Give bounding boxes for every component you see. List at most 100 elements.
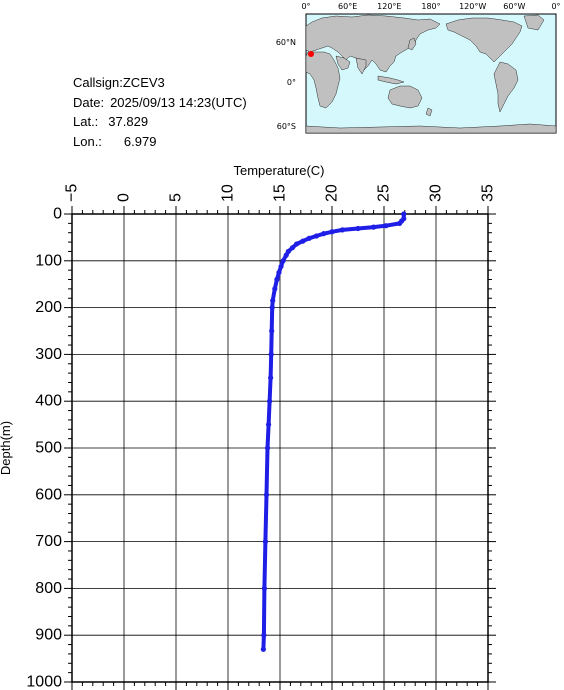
lon-value: 6.979 <box>124 134 157 149</box>
profile-point <box>383 223 389 229</box>
map-lon-label: 60°W <box>503 2 525 11</box>
date-label: Date: <box>73 95 104 110</box>
map-lat-label: 60°N <box>276 38 296 47</box>
station-info: Callsign:ZCEV3 Date: 2025/09/13 14:23(UTC… <box>73 75 247 149</box>
land-australia <box>387 85 423 109</box>
profile-point <box>265 422 272 428</box>
position-marker <box>308 51 314 57</box>
x-tick-label: 30 <box>428 184 445 202</box>
y-tick-label: 800 <box>35 580 62 597</box>
lat-line: Lat.: 37.829 <box>73 114 148 129</box>
profile-point <box>401 211 407 217</box>
y-tick-label: 100 <box>35 252 62 269</box>
x-tick-labels: −5 0 5 10 15 20 25 30 35 <box>64 184 497 202</box>
x-tick-label: −5 <box>64 184 81 202</box>
x-tick-label: 10 <box>220 184 237 202</box>
profile-point <box>268 351 274 357</box>
x-tick-label: 35 <box>480 184 497 202</box>
map-lon-label: 0° <box>551 2 560 11</box>
date-line: Date: 2025/09/13 14:23(UTC) <box>73 95 247 110</box>
lat-value: 37.829 <box>108 114 148 129</box>
land-africa <box>305 51 341 109</box>
land-japan <box>407 37 417 51</box>
x-tick-label: 15 <box>272 184 289 202</box>
map-lon-label: 120°W <box>459 2 486 11</box>
y-tick-label: 300 <box>35 346 62 363</box>
x-tick-label: 0 <box>116 193 133 202</box>
profile-point <box>339 227 345 233</box>
profile-point <box>276 269 282 276</box>
map-lon-label: 60°E <box>338 2 357 11</box>
profile-point <box>269 328 275 334</box>
profile-point <box>371 224 377 230</box>
y-tick-label: 200 <box>35 299 62 316</box>
callsign-line: Callsign:ZCEV3 <box>73 75 165 90</box>
world-map: 0° 60°E 120°E 180° 120°W 60°W 0° 60°N 0° 60°S <box>276 2 561 134</box>
land-greenland <box>523 14 545 31</box>
profile-point <box>278 263 284 270</box>
y-tick-label: 700 <box>35 533 62 550</box>
x-tick-label: 25 <box>376 184 393 202</box>
x-tick-label: 5 <box>168 193 185 202</box>
date-value: 2025/09/13 14:23(UTC) <box>110 95 247 110</box>
map-lon-label: 0° <box>301 2 310 11</box>
map-lon-label: 180° <box>421 2 440 11</box>
land-new-zealand <box>425 107 433 117</box>
profile-point <box>306 235 312 241</box>
profile-point <box>321 231 327 237</box>
profile-point <box>269 305 275 311</box>
profile-point <box>261 632 267 638</box>
lon-line: Lon.: 6.979 <box>73 134 156 149</box>
x-axis-label: Temperature(C) <box>233 163 324 178</box>
profile-point <box>261 585 267 592</box>
callsign-label: Callsign: <box>73 75 123 90</box>
profile-point <box>270 297 276 304</box>
map-latitude-labels: 60°N 0° 60°S <box>276 38 296 131</box>
land-eurasia <box>305 14 441 73</box>
profile-point <box>264 445 271 451</box>
y-tick-label: 400 <box>35 393 62 410</box>
profile-point <box>263 492 270 498</box>
y-tick-label: 600 <box>35 486 62 503</box>
profile-point <box>294 241 300 247</box>
profile-point <box>329 229 335 235</box>
y-tick-label: 500 <box>35 440 62 457</box>
y-axis-label: Depth(m) <box>0 421 13 475</box>
map-lat-label: 0° <box>287 78 296 87</box>
map-lon-label: 120°E <box>377 2 401 11</box>
land-indonesia <box>377 75 405 85</box>
profile-point <box>355 225 361 232</box>
y-tick-label: 0 <box>53 206 62 223</box>
x-tick-label: 20 <box>324 184 341 202</box>
y-tick-labels: 0 100 200 300 400 500 600 700 800 900 1000 <box>26 206 62 690</box>
plot-frame <box>71 213 489 683</box>
lat-label: Lat.: <box>73 114 98 129</box>
profile-point <box>267 398 273 404</box>
profile-point <box>268 375 274 381</box>
profile-point <box>289 245 296 251</box>
land-india <box>355 57 367 75</box>
land-north-america <box>445 17 523 63</box>
profile-point <box>262 539 269 545</box>
map-lat-label: 60°S <box>277 122 296 131</box>
profile-point <box>300 238 306 244</box>
profile-point <box>274 276 280 283</box>
map-longitude-labels: 0° 60°E 120°E 180° 120°W 60°W 0° <box>301 2 560 11</box>
profile-point <box>313 233 319 239</box>
land-arabia <box>335 55 351 71</box>
profile-point <box>280 258 286 264</box>
map-land <box>305 14 557 134</box>
profile-point <box>283 252 289 258</box>
profile-point <box>260 646 266 652</box>
temperature-profile-chart: −5 0 5 10 15 20 25 30 35 01002003004005006007008… <box>0 163 497 690</box>
y-tick-label: 900 <box>35 627 62 644</box>
profile-point <box>397 220 403 226</box>
y-tick-label: 1000 <box>26 674 62 690</box>
land-antarctica <box>305 123 557 134</box>
lon-label: Lon.: <box>73 134 102 149</box>
profile-series <box>260 211 407 652</box>
callsign-value: ZCEV3 <box>123 75 165 90</box>
profile-point <box>272 286 278 292</box>
land-south-america <box>493 61 519 113</box>
